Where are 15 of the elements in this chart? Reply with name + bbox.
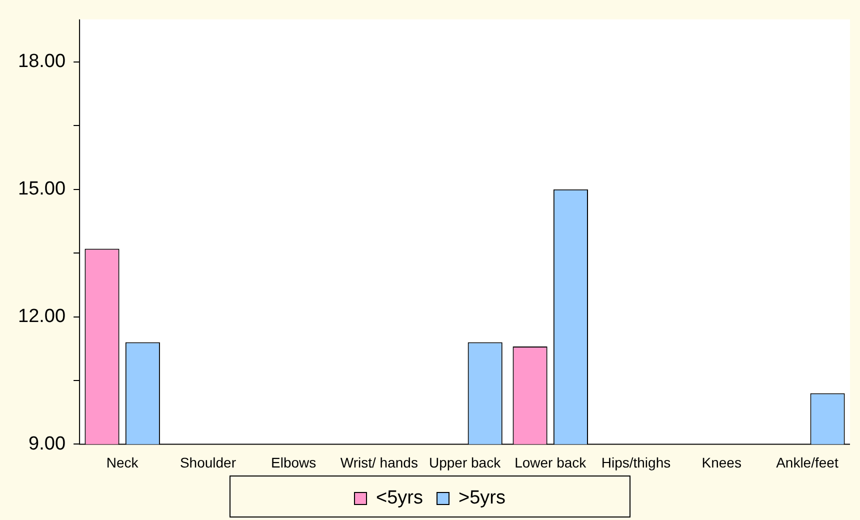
- y-tick-label: 9.00: [28, 433, 66, 454]
- x-tick-label: Hips/thighs: [601, 454, 671, 470]
- y-tick-label: 15.00: [18, 178, 66, 200]
- x-tick-label: Neck: [106, 454, 140, 470]
- x-tick-label: Upper back: [428, 454, 502, 470]
- x-tick-label: Elbows: [270, 454, 316, 470]
- legend-label: <5yrs: [376, 488, 424, 509]
- x-tick-label: Shoulder: [180, 454, 236, 470]
- y-tick-label: 18.00: [18, 51, 66, 72]
- x-tick-label: Lower back: [514, 454, 588, 470]
- x-tick-label: Ankle/feet: [776, 454, 838, 470]
- x-tick-label: Wrist/ hands: [340, 454, 418, 470]
- legend-label: >5yrs: [458, 488, 506, 509]
- y-tick-label: 12.00: [18, 306, 66, 327]
- x-tick-label: Knees: [702, 454, 742, 470]
